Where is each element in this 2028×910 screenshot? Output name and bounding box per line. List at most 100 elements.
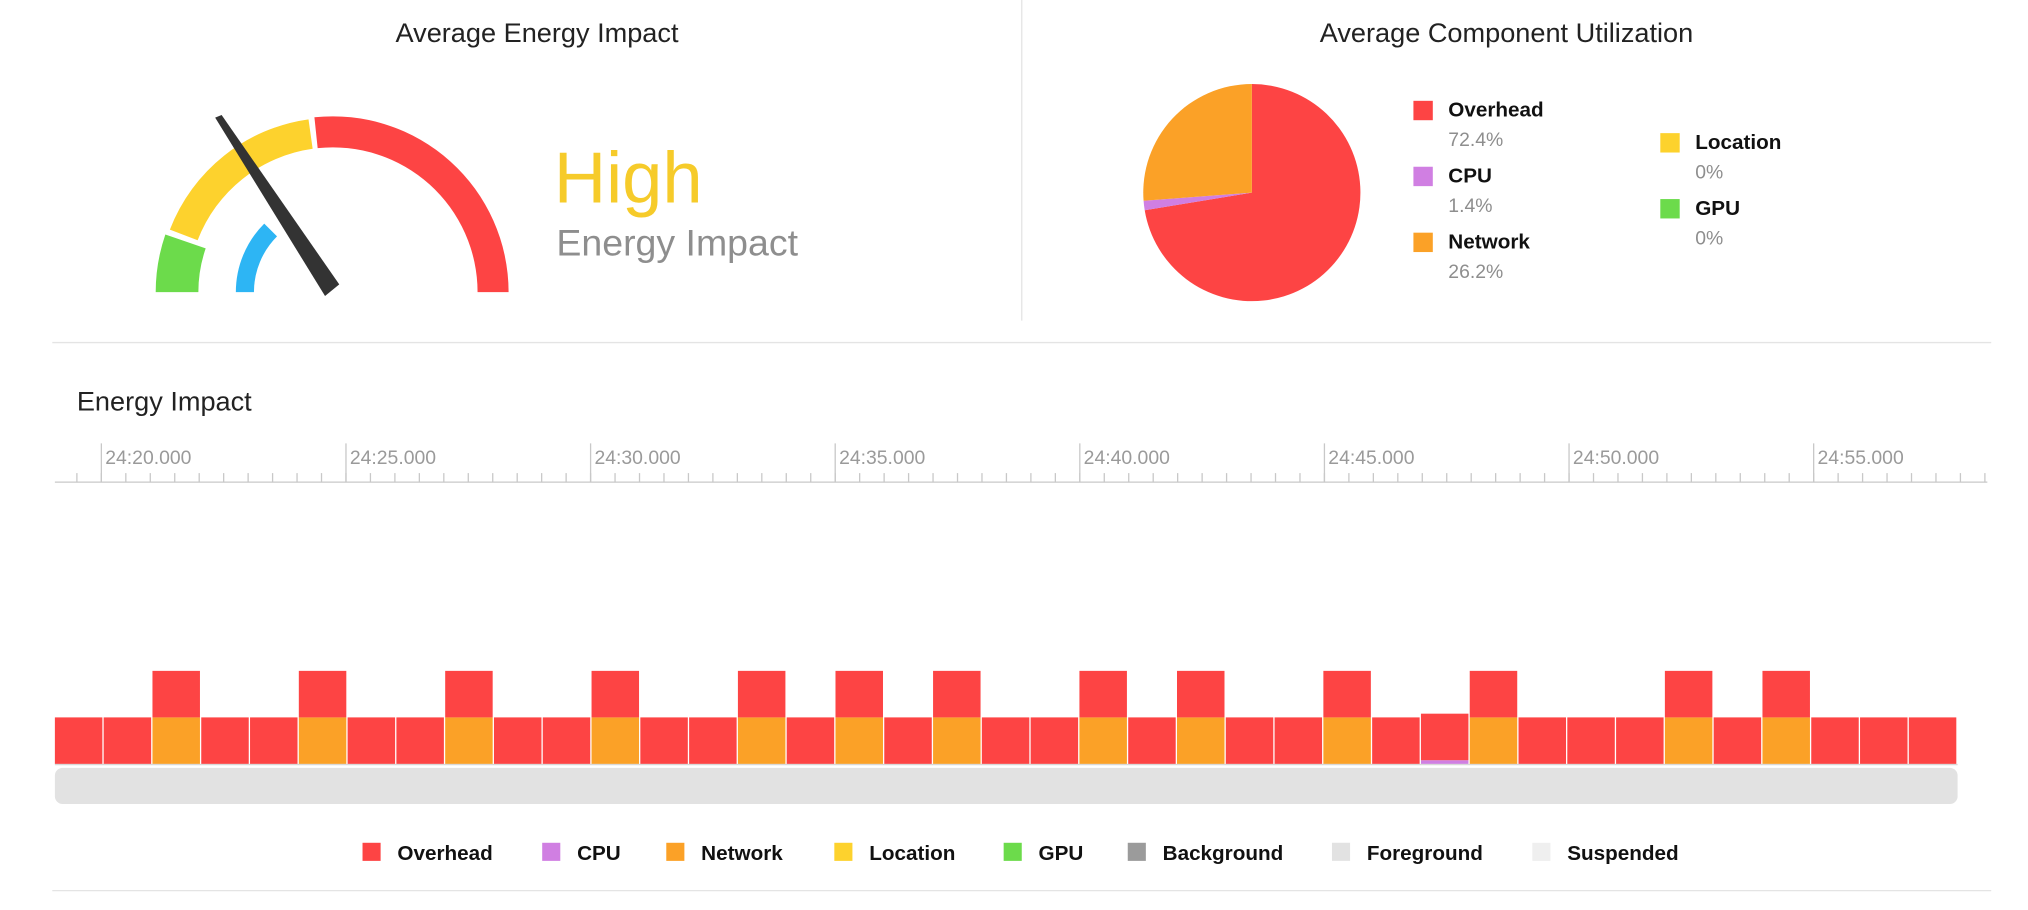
gauge-level: High — [554, 138, 703, 219]
bar-segment — [1372, 717, 1420, 764]
bar-segment — [1274, 717, 1323, 764]
legend-label: Suspended — [1567, 842, 1678, 865]
bar-segment — [1420, 713, 1469, 761]
gauge-needle — [215, 115, 340, 297]
bar-segment — [1177, 717, 1225, 764]
bar-segment — [689, 717, 737, 764]
legend-label: GPU — [1039, 842, 1084, 865]
bar-segment — [1079, 670, 1127, 718]
x-tick-label: 24:30.000 — [594, 447, 680, 469]
legend-label: Background — [1163, 842, 1284, 865]
legend-swatch — [666, 842, 685, 861]
gauge-segment — [155, 234, 206, 293]
bar-segment — [933, 670, 981, 718]
pie-legend-swatch — [1413, 166, 1433, 187]
gauge-caption: Energy Impact — [556, 222, 798, 264]
pie-legend-label: Overhead — [1448, 99, 1543, 122]
bar-segment — [1469, 717, 1518, 764]
pie-legend-label: Network — [1448, 230, 1530, 253]
x-tick-label: 24:25.000 — [350, 447, 436, 469]
bar-segment — [445, 717, 493, 764]
pie-legend-value: 26.2% — [1448, 261, 1503, 283]
bar-segment — [445, 670, 493, 718]
bar-segment — [933, 717, 981, 764]
bar-segment — [152, 717, 200, 764]
legend-swatch — [1127, 842, 1146, 861]
bar-segment — [1762, 717, 1810, 764]
bar-segment — [737, 670, 786, 718]
gauge-segment — [235, 223, 278, 293]
pie-legend-swatch — [1413, 100, 1433, 121]
x-tick-label: 24:45.000 — [1328, 447, 1414, 469]
timeline-title: Energy Impact — [77, 385, 252, 416]
bar-segment — [1518, 717, 1567, 764]
bar-segment — [250, 717, 298, 764]
x-tick-label: 24:55.000 — [1818, 447, 1904, 469]
bar-segment — [542, 717, 591, 764]
bar-segment — [591, 717, 640, 764]
bar-segment — [1616, 717, 1664, 764]
state-strip — [54, 767, 1958, 805]
legend-label: CPU — [577, 842, 621, 865]
gauge-title: Average Energy Impact — [396, 17, 679, 48]
bar-segment — [54, 717, 103, 764]
x-tick-label: 24:35.000 — [839, 447, 925, 469]
x-tick-label: 24:20.000 — [105, 447, 191, 469]
pie-legend-swatch — [1660, 133, 1680, 153]
bar-segment — [1908, 717, 1957, 764]
bar-segment — [298, 717, 347, 764]
pie-legend-swatch — [1660, 199, 1680, 219]
legend-swatch — [1331, 842, 1351, 861]
legend-label: Network — [701, 842, 783, 865]
bar-segment — [835, 670, 883, 718]
bar-segment — [493, 717, 542, 764]
legend-label: Overhead — [397, 842, 492, 865]
bar-segment — [1323, 717, 1371, 764]
legend-swatch — [542, 842, 561, 861]
pie-legend-swatch — [1413, 232, 1433, 253]
bar-segment — [835, 717, 883, 764]
bar-segment — [1030, 717, 1079, 764]
pie-slice — [1144, 84, 1361, 302]
pie-title: Average Component Utilization — [1320, 17, 1693, 48]
bar-segment — [1225, 717, 1274, 764]
bar-segment — [201, 717, 249, 764]
pie-legend-label: CPU — [1448, 165, 1492, 188]
legend-swatch — [1003, 842, 1022, 861]
pie-legend-label: Location — [1695, 131, 1781, 154]
pie-legend-value: 1.4% — [1448, 195, 1492, 217]
pie-legend-value: 0% — [1695, 227, 1723, 249]
bar-segment — [1811, 717, 1859, 764]
legend-label: Foreground — [1367, 842, 1483, 865]
bar-segment — [298, 670, 347, 718]
gauge-segment — [169, 119, 313, 241]
bar-segment — [152, 670, 200, 718]
bar-segment — [737, 717, 786, 764]
legend-swatch — [1532, 842, 1551, 861]
bar-segment — [884, 717, 932, 764]
bar-segment — [786, 717, 835, 764]
x-tick-label: 24:50.000 — [1573, 447, 1659, 469]
bar-segment — [1323, 670, 1371, 718]
bar-segment — [640, 717, 688, 764]
bar-segment — [1762, 670, 1810, 718]
pie-legend-value: 0% — [1695, 161, 1723, 183]
bar-segment — [1469, 670, 1518, 718]
bar-segment — [1079, 717, 1127, 764]
bar-segment — [981, 717, 1030, 764]
legend-swatch — [362, 842, 381, 861]
legend-label: Location — [869, 842, 955, 865]
bar-segment — [1567, 717, 1615, 764]
bar-segment — [591, 670, 640, 718]
pie-slice — [1143, 84, 1252, 201]
x-tick-label: 24:40.000 — [1084, 447, 1170, 469]
gauge-segment — [314, 116, 509, 293]
bar-segment — [1420, 760, 1469, 764]
bar-segment — [1128, 717, 1176, 764]
bar-segment — [1713, 717, 1762, 764]
bar-segment — [396, 717, 444, 764]
bar-segment — [1860, 717, 1908, 764]
pie-slice — [1143, 192, 1252, 211]
